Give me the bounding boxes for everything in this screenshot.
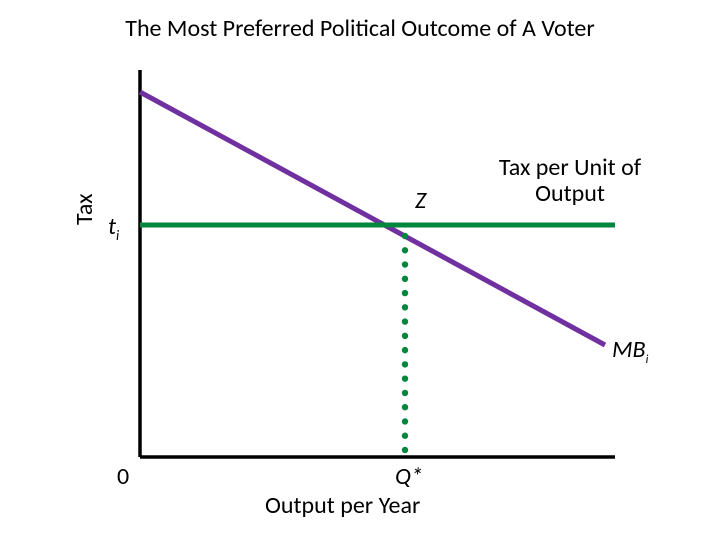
dot [402, 304, 408, 310]
x-axis-label: Output per Year [265, 491, 420, 520]
dot [402, 333, 408, 339]
dot [402, 318, 408, 324]
chart-container: The Most Preferred Political Outcome of … [0, 0, 720, 540]
dot [402, 347, 408, 353]
origin-label: 0 [117, 462, 129, 491]
mb-text: MB [612, 335, 646, 364]
mb-sub: i [646, 353, 649, 367]
dot [402, 261, 408, 267]
y-axis-label: Tax [70, 194, 99, 226]
dot [402, 233, 408, 239]
dot [402, 404, 408, 410]
dot [402, 433, 408, 439]
dot [402, 247, 408, 253]
dot [402, 276, 408, 282]
dot [402, 290, 408, 296]
ti-text: t [108, 212, 116, 241]
ti-sub: i [116, 227, 119, 244]
ti-label: ti [108, 212, 119, 244]
chart-svg [0, 0, 720, 540]
tax-per-unit-label: Tax per Unit of Output [470, 155, 670, 208]
dot [402, 390, 408, 396]
dot [402, 418, 408, 424]
dotted-line [402, 233, 408, 453]
dot [402, 361, 408, 367]
qstar-label: Q* [395, 462, 423, 491]
z-label: Z [415, 186, 426, 215]
mb-label: MBi [612, 335, 648, 367]
dot [402, 447, 408, 453]
mb-line [140, 92, 605, 345]
dot [402, 375, 408, 381]
